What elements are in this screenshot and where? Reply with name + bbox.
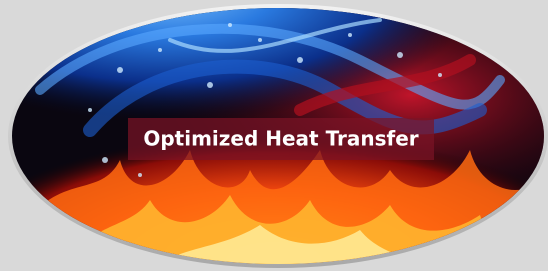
bubble	[88, 108, 92, 112]
bubble	[397, 52, 403, 58]
bubble	[102, 157, 108, 163]
bubble	[158, 48, 162, 52]
bubble	[297, 57, 303, 63]
bubble	[348, 33, 352, 37]
page: {"banner": {"label": "Optimized Heat Tra…	[0, 0, 548, 271]
bubble	[228, 23, 232, 27]
page-body: Optimized Heat Transfer (() => { const d…	[0, 0, 548, 271]
bubble	[438, 73, 442, 77]
banner-graphic: Optimized Heat Transfer	[0, 0, 548, 271]
bubble	[207, 82, 213, 88]
bubble	[258, 38, 262, 42]
bubble	[138, 173, 142, 177]
bubble	[117, 67, 123, 73]
banner-label: Optimized Heat Transfer	[143, 127, 418, 151]
